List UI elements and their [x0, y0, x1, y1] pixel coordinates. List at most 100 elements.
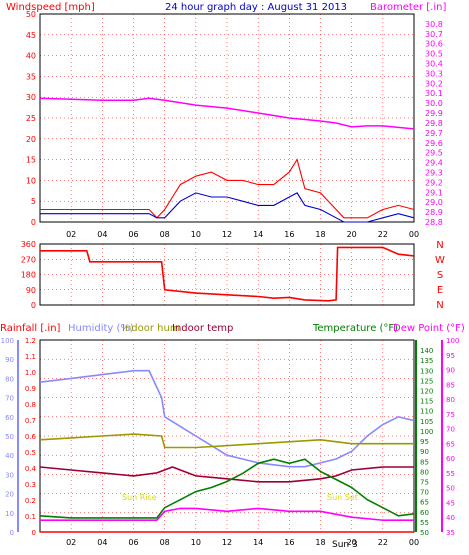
baro-tick-label: 29.1 [425, 188, 443, 197]
dewpoint-tick-label: 55 [446, 470, 455, 478]
dewpoint-tick-label: 40 [446, 514, 455, 522]
humidity-tick-label: 80 [5, 375, 14, 383]
wind-tick-label: 15 [26, 156, 36, 165]
rain-tick-label: 0.9 [25, 385, 36, 393]
baro-tick-label: 29.6 [425, 139, 443, 148]
baro-tick-label: 29.4 [425, 159, 443, 168]
humidity-tick-label: 60 [5, 414, 14, 422]
dir-tick-label: 90 [26, 286, 36, 295]
dewpoint-tick-label: 60 [446, 455, 455, 463]
windspeed-line [40, 158, 415, 219]
temperature-tick-label: 80 [420, 468, 429, 476]
dewpoint-tick-label: 95 [446, 352, 455, 360]
humidity-tick-label: 30 [5, 471, 14, 479]
wind-x-tick-label: 04 [97, 230, 107, 239]
humidity-tick-label: 0 [10, 529, 14, 537]
dewpoint-axis-label: Dew Point (°F) [393, 323, 465, 334]
dir-tick-label: 180 [21, 271, 36, 280]
dir-tick-label: 270 [21, 255, 36, 264]
rain-tick-label: 0.4 [25, 465, 37, 473]
gust-line [40, 192, 415, 223]
climate-x-tick-label: 16 [284, 538, 294, 547]
rain-tick-label: 0.5 [25, 449, 36, 457]
rainfall-axis-label: Rainfall [.in] [0, 323, 61, 334]
dewpoint-tick-label: 80 [446, 396, 455, 404]
wind-x-tick-label: 22 [378, 230, 388, 239]
climate-x-tick-label: 18 [315, 538, 325, 547]
temperature-tick-label: 115 [420, 398, 433, 406]
rain-tick-label: 0.7 [25, 417, 36, 425]
rain-tick-label: 0.1 [25, 513, 36, 521]
wind-x-tick-label: 02 [66, 230, 76, 239]
rain-tick-label: 1.0 [25, 369, 36, 377]
humidity-tick-label: 40 [5, 452, 14, 460]
wind-tick-label: 25 [26, 114, 36, 123]
barometer-line [39, 97, 415, 130]
climate-x-tick-label: 08 [160, 538, 170, 547]
wind-x-tick-label: 12 [222, 230, 232, 239]
compass-label: E [437, 285, 443, 296]
wind-x-tick-label: 10 [191, 230, 201, 239]
indoor-temp-label: Indoor temp [172, 323, 233, 334]
temperature-tick-label: 95 [420, 438, 429, 446]
rain-tick-label: 0.3 [25, 481, 36, 489]
baro-tick-label: 30.1 [425, 89, 443, 98]
humidity-tick-label: 90 [5, 356, 14, 364]
sunrise-label: Sun Rise [122, 493, 157, 502]
wind-direction-panel: 0 90 180 270 360 [21, 240, 415, 310]
climate-x-tick-label: 06 [128, 538, 138, 547]
wind-x-tick-label: 08 [160, 230, 170, 239]
rain-tick-label: 0.6 [25, 433, 37, 441]
windspeed-axis-label: Windspeed [mph] [6, 2, 95, 13]
dir-tick-label: 360 [21, 240, 36, 249]
date-mark-label: Sun 3 [332, 540, 358, 550]
compass-label: N [436, 300, 443, 311]
temperature-tick-label: 55 [420, 519, 429, 527]
wind-tick-label: 10 [26, 176, 36, 185]
baro-tick-label: 30.8 [425, 20, 443, 29]
baro-tick-label: 30.6 [425, 40, 443, 49]
compass-label: N [436, 240, 443, 251]
climate-x-tick-label: 02 [66, 538, 76, 547]
humidity-tick-label: 50 [5, 433, 14, 441]
rain-tick-label: 0.8 [25, 401, 36, 409]
baro-tick-label: 29.2 [425, 178, 443, 187]
wind-x-tick-label: 00 [409, 230, 419, 239]
climate-x-tick-label: 20 [347, 538, 357, 547]
dewpoint-tick-label: 85 [446, 381, 455, 389]
dewpoint-line [40, 507, 414, 521]
dewpoint-tick-label: 75 [446, 411, 455, 419]
baro-tick-label: 30.2 [425, 79, 443, 88]
dewpoint-tick-label: 70 [446, 426, 455, 434]
baro-tick-label: 29.9 [425, 109, 443, 118]
temperature-tick-label: 110 [420, 408, 433, 416]
wind-x-tick-label: 18 [315, 230, 325, 239]
temperature-tick-label: 105 [420, 418, 433, 426]
temperature-line [39, 458, 415, 519]
wind-x-tick-label: 06 [128, 230, 138, 239]
wind-x-tick-label: 20 [347, 230, 357, 239]
humidity-line [39, 369, 415, 468]
wind-tick-label: 20 [26, 135, 36, 144]
sunset-label: Sun Set [327, 493, 358, 502]
wind-x-tick-label: 16 [284, 230, 294, 239]
climate-x-tick-label: 12 [222, 538, 232, 547]
dir-tick-label: 0 [31, 301, 36, 310]
rain-tick-label: 1.2 [25, 337, 36, 345]
indoor-hum-line [39, 433, 414, 449]
temperature-tick-label: 50 [420, 529, 429, 537]
baro-tick-label: 29.3 [425, 168, 443, 177]
baro-tick-label: 30.5 [425, 50, 443, 59]
dewpoint-tick-label: 100 [446, 337, 459, 345]
climate-x-tick-label: 22 [378, 538, 388, 547]
rain-tick-label: 1.1 [25, 353, 36, 361]
humidity-axis-label: Humidity (%) [68, 323, 134, 334]
temperature-tick-label: 75 [420, 478, 429, 486]
temperature-tick-label: 70 [420, 489, 429, 497]
wind-frame [39, 13, 415, 223]
chart-title: 24 hour graph day : August 31 2013 [165, 2, 347, 13]
climate-x-tick-label: 00 [409, 538, 419, 547]
rain-tick-label: 0 [32, 529, 36, 537]
